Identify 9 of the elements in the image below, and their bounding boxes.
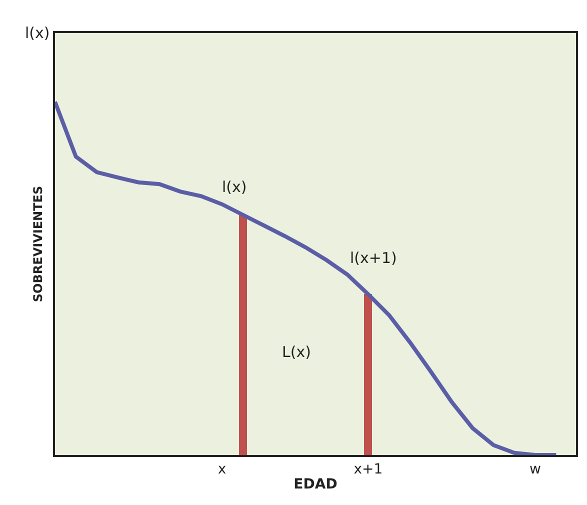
text: l(x) bbox=[25, 24, 50, 42]
x-tick-label: x bbox=[218, 462, 226, 478]
annotation: l(x+1) bbox=[350, 249, 397, 267]
annotation: l(x) bbox=[222, 178, 247, 196]
x-tick-label: x+1 bbox=[354, 462, 383, 478]
x-axis-title: EDAD bbox=[294, 476, 338, 492]
x-tick-label: w bbox=[530, 462, 542, 478]
annotation: L(x) bbox=[282, 343, 311, 361]
y-axis-title: SOBREVIVIENTES bbox=[31, 186, 46, 302]
